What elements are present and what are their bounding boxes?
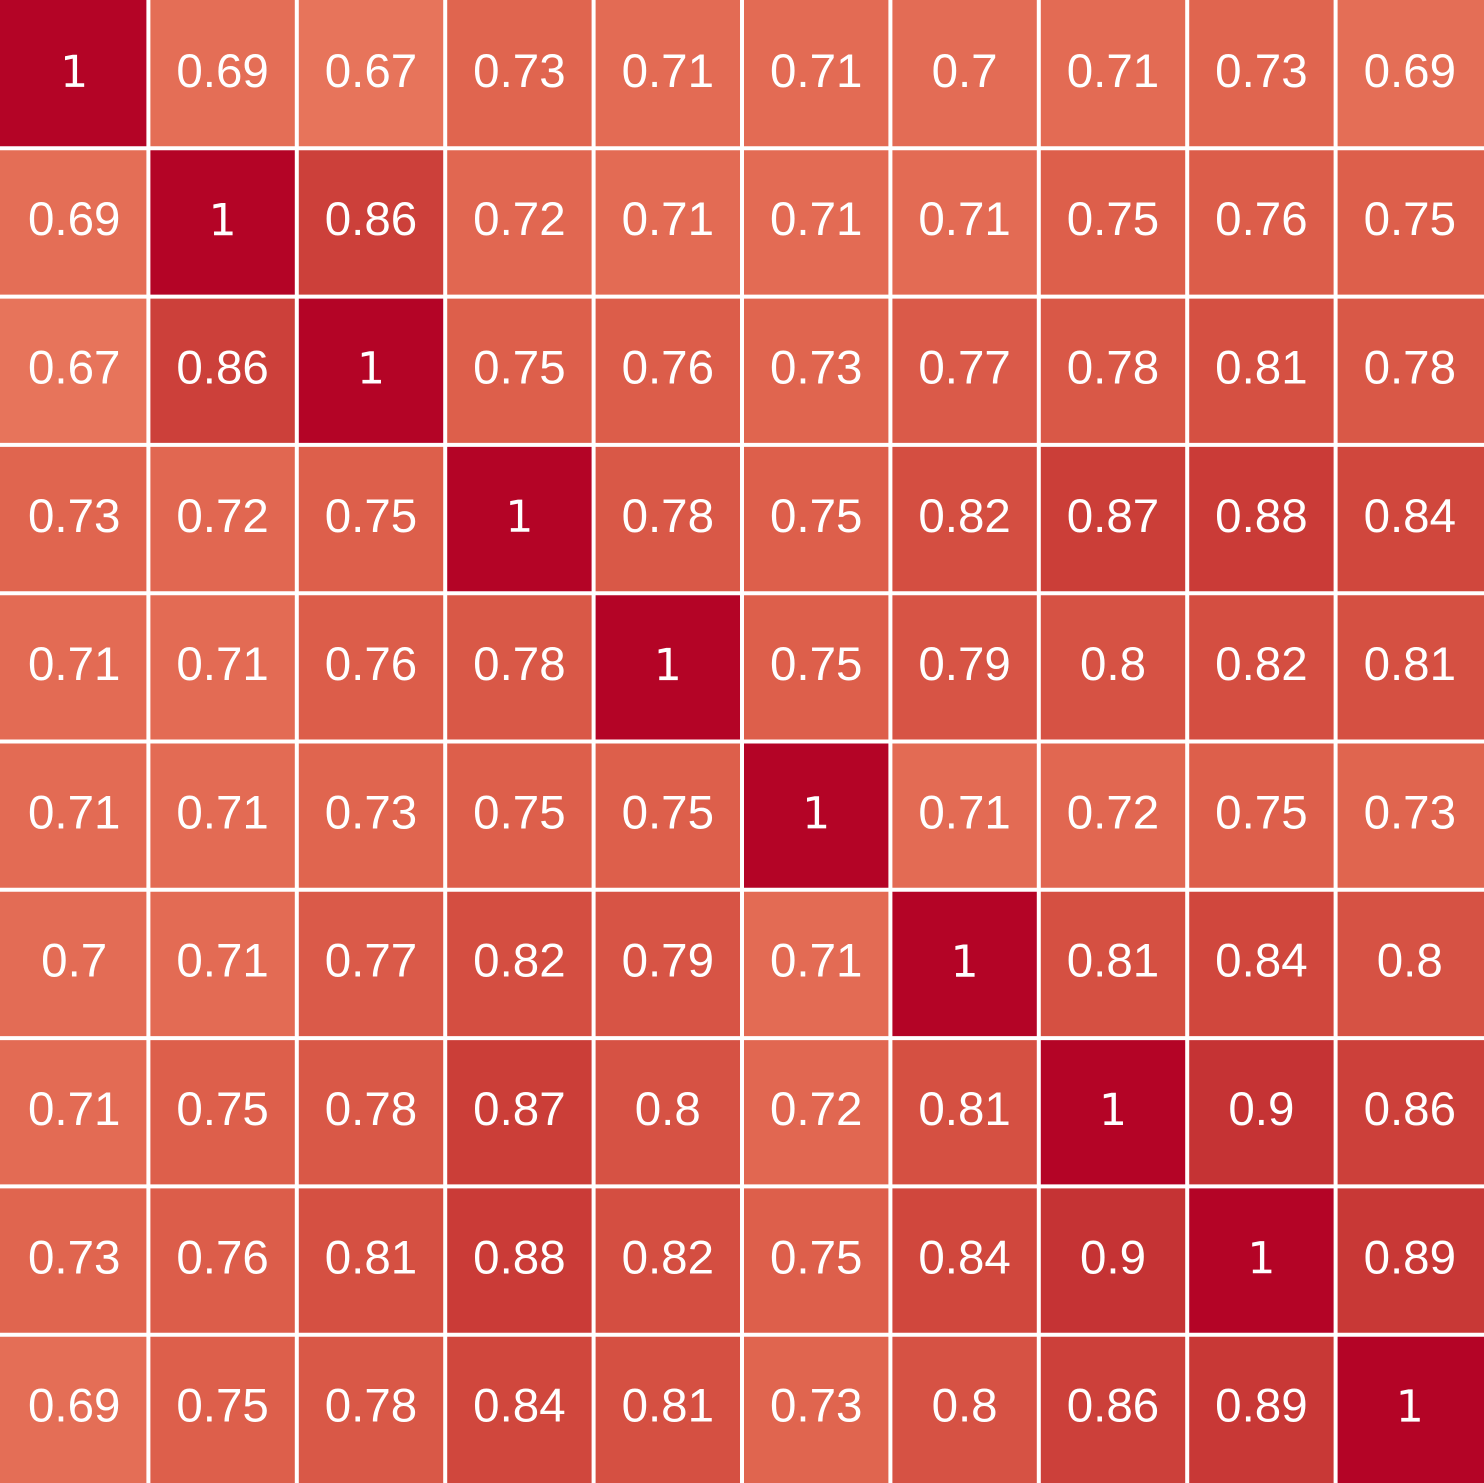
- svg-text:0.75: 0.75: [1067, 193, 1159, 246]
- svg-text:0.71: 0.71: [918, 193, 1010, 246]
- svg-text:0.75: 0.75: [176, 1083, 268, 1136]
- svg-text:0.79: 0.79: [918, 638, 1010, 691]
- svg-text:0.73: 0.73: [473, 45, 565, 98]
- svg-text:0.78: 0.78: [1067, 342, 1159, 395]
- svg-text:0.81: 0.81: [1215, 342, 1307, 395]
- svg-text:0.87: 0.87: [473, 1083, 565, 1136]
- svg-text:0.89: 0.89: [1364, 1231, 1456, 1284]
- svg-text:0.78: 0.78: [325, 1083, 417, 1136]
- svg-text:0.86: 0.86: [176, 342, 268, 395]
- svg-text:0.73: 0.73: [28, 490, 120, 543]
- svg-text:0.75: 0.75: [770, 490, 862, 543]
- svg-text:0.88: 0.88: [473, 1231, 565, 1284]
- svg-text:0.71: 0.71: [176, 935, 268, 988]
- svg-text:0.72: 0.72: [1067, 786, 1159, 839]
- svg-text:0.82: 0.82: [473, 935, 565, 988]
- svg-text:0.73: 0.73: [770, 342, 862, 395]
- svg-text:0.72: 0.72: [176, 490, 268, 543]
- svg-text:0.72: 0.72: [770, 1083, 862, 1136]
- svg-text:0.75: 0.75: [176, 1380, 268, 1433]
- svg-text:0.88: 0.88: [1215, 490, 1307, 543]
- svg-text:0.69: 0.69: [28, 193, 120, 246]
- svg-text:0.71: 0.71: [770, 935, 862, 988]
- svg-text:0.73: 0.73: [325, 786, 417, 839]
- svg-text:0.73: 0.73: [1215, 45, 1307, 98]
- svg-text:0.81: 0.81: [325, 1231, 417, 1284]
- svg-text:0.7: 0.7: [41, 935, 107, 988]
- svg-text:0.82: 0.82: [918, 490, 1010, 543]
- svg-text:0.76: 0.76: [176, 1231, 268, 1284]
- svg-text:0.86: 0.86: [1364, 1083, 1456, 1136]
- svg-text:0.81: 0.81: [918, 1083, 1010, 1136]
- svg-text:0.8: 0.8: [635, 1083, 701, 1136]
- svg-text:0.72: 0.72: [473, 193, 565, 246]
- svg-text:0.71: 0.71: [770, 45, 862, 98]
- svg-text:0.81: 0.81: [622, 1380, 714, 1433]
- svg-text:0.75: 0.75: [325, 490, 417, 543]
- svg-text:0.82: 0.82: [1215, 638, 1307, 691]
- svg-text:0.71: 0.71: [28, 1083, 120, 1136]
- svg-text:0.78: 0.78: [325, 1380, 417, 1433]
- svg-text:0.71: 0.71: [176, 786, 268, 839]
- svg-text:0.71: 0.71: [622, 45, 714, 98]
- svg-text:0.67: 0.67: [28, 342, 120, 395]
- svg-text:0.75: 0.75: [770, 1231, 862, 1284]
- svg-text:0.71: 0.71: [1067, 45, 1159, 98]
- svg-text:0.7: 0.7: [932, 45, 998, 98]
- svg-text:0.89: 0.89: [1215, 1380, 1307, 1433]
- svg-text:0.75: 0.75: [473, 786, 565, 839]
- svg-text:0.81: 0.81: [1364, 638, 1456, 691]
- svg-text:0.73: 0.73: [770, 1380, 862, 1433]
- svg-text:0.69: 0.69: [176, 45, 268, 98]
- svg-text:0.73: 0.73: [1364, 786, 1456, 839]
- svg-text:0.78: 0.78: [1364, 342, 1456, 395]
- svg-text:0.82: 0.82: [622, 1231, 714, 1284]
- svg-text:0.9: 0.9: [1228, 1083, 1294, 1136]
- svg-text:0.9: 0.9: [1080, 1231, 1146, 1284]
- svg-text:0.69: 0.69: [28, 1380, 120, 1433]
- svg-text:0.84: 0.84: [1215, 935, 1307, 988]
- svg-text:0.71: 0.71: [918, 786, 1010, 839]
- svg-text:0.8: 0.8: [1377, 935, 1443, 988]
- svg-text:0.81: 0.81: [1067, 935, 1159, 988]
- svg-text:0.76: 0.76: [1215, 193, 1307, 246]
- svg-text:0.78: 0.78: [473, 638, 565, 691]
- svg-text:0.86: 0.86: [1067, 1380, 1159, 1433]
- svg-text:0.86: 0.86: [325, 193, 417, 246]
- svg-text:0.87: 0.87: [1067, 490, 1159, 543]
- svg-text:0.78: 0.78: [622, 490, 714, 543]
- svg-text:0.71: 0.71: [176, 638, 268, 691]
- svg-text:0.73: 0.73: [28, 1231, 120, 1284]
- svg-text:0.71: 0.71: [28, 786, 120, 839]
- svg-text:0.71: 0.71: [622, 193, 714, 246]
- svg-text:0.8: 0.8: [1080, 638, 1146, 691]
- svg-text:0.67: 0.67: [325, 45, 417, 98]
- svg-text:0.79: 0.79: [622, 935, 714, 988]
- svg-text:0.69: 0.69: [1364, 45, 1456, 98]
- svg-text:0.75: 0.75: [473, 342, 565, 395]
- svg-text:0.75: 0.75: [1215, 786, 1307, 839]
- svg-text:0.75: 0.75: [770, 638, 862, 691]
- svg-text:0.76: 0.76: [325, 638, 417, 691]
- svg-text:0.77: 0.77: [918, 342, 1010, 395]
- svg-text:0.8: 0.8: [932, 1380, 998, 1433]
- svg-text:0.76: 0.76: [622, 342, 714, 395]
- svg-text:0.77: 0.77: [325, 935, 417, 988]
- svg-text:0.84: 0.84: [918, 1231, 1010, 1284]
- svg-text:0.75: 0.75: [1364, 193, 1456, 246]
- svg-text:0.84: 0.84: [1364, 490, 1456, 543]
- svg-text:0.71: 0.71: [28, 638, 120, 691]
- svg-text:0.75: 0.75: [622, 786, 714, 839]
- svg-text:0.84: 0.84: [473, 1380, 565, 1433]
- svg-text:0.71: 0.71: [770, 193, 862, 246]
